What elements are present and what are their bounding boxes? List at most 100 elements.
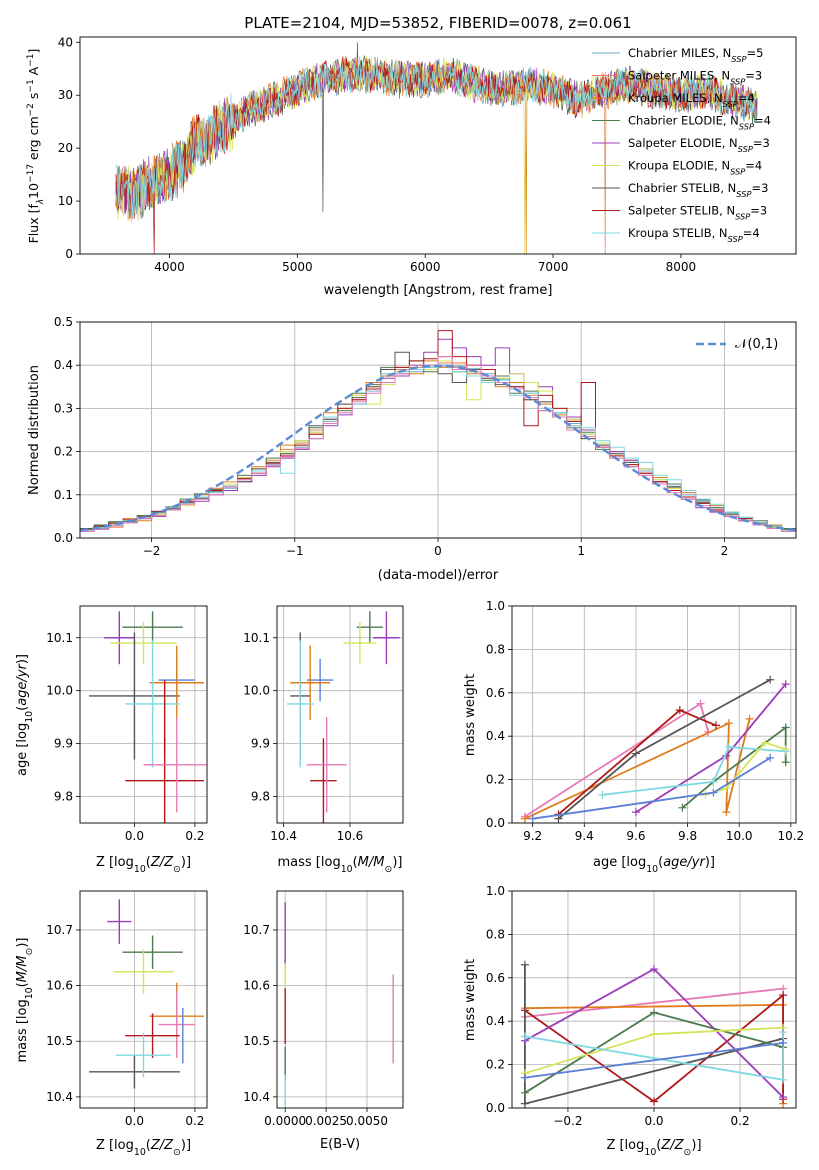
legend-label: Chabrier MILES, NSSP=5 — [628, 46, 763, 64]
axes-frame — [511, 890, 797, 1109]
y-tick-label: 10.7 — [243, 923, 270, 937]
y-tick-label: 0.0 — [486, 1101, 505, 1115]
x-axis-label-part: ( — [656, 1138, 661, 1153]
legend-label-part: =3 — [745, 69, 762, 83]
mass-weight-line-5 — [681, 725, 787, 809]
legend-label-part: SSP — [728, 234, 743, 244]
x-axis-label-part: ( — [353, 855, 358, 870]
mass-weight-marker — [779, 1093, 788, 1102]
x-axis-label-part: ⊙ — [173, 864, 181, 875]
panel-mass_vs_Z: 0.0 0.210.410.510.610.7Z [log10(Z/Z⊙)]mas… — [15, 890, 208, 1158]
y-tick-label: 9.8 — [251, 790, 270, 804]
mass-weight-marker — [520, 1073, 529, 1082]
y-tick-label: 10.4 — [46, 1090, 73, 1104]
legend-label-part: =3 — [751, 181, 768, 195]
histogram-series-9 — [80, 356, 796, 538]
x-axis-label: Z [log10(Z/Z⊙)] — [606, 1138, 701, 1158]
x-tick-label: 0.2 — [185, 1114, 204, 1128]
legend-label: Kroupa STELIB, NSSP=4 — [628, 226, 760, 244]
legend-label-part: SSP — [730, 167, 745, 177]
legend-label-part: Chabrier MILES, N — [628, 46, 731, 60]
x-axis-label-part: M/M — [358, 855, 385, 870]
mass-weight-line-0 — [524, 702, 710, 818]
spectrum-line-5 — [115, 55, 758, 254]
mass-weight-marker — [745, 714, 754, 723]
y-tick-label: 0.4 — [486, 1014, 505, 1028]
mass-weight-line-3 — [557, 679, 771, 820]
y-tick-label: 0.6 — [486, 686, 505, 700]
x-axis-label: age [log10(age/yr)] — [593, 855, 715, 875]
y-axis-label: mass weight — [463, 674, 478, 756]
y-axis-label-part: A — [26, 66, 41, 79]
x-tick-label: 0.0 — [125, 829, 144, 843]
y-tick-label: 0.0 — [486, 816, 505, 830]
y-axis-label-part: −17 — [26, 164, 36, 183]
x-axis-label-part: Z [log — [96, 855, 134, 870]
legend-label-part: SSP — [738, 144, 753, 154]
legend-label-part: Kroupa STELIB, N — [628, 226, 728, 240]
axes-frame — [79, 321, 797, 539]
x-tick-label: 8000 — [666, 260, 697, 274]
plot-area — [115, 42, 758, 254]
mass-weight-marker — [711, 721, 720, 730]
mass-weight-marker — [520, 1099, 529, 1108]
y-axis-label-part: age [log — [15, 723, 30, 776]
legend-label: Salpeter ELODIE, NSSP=3 — [628, 136, 770, 154]
legend-label-part: =5 — [746, 46, 763, 60]
y-axis-label-part: M/M — [15, 956, 30, 983]
plot-area — [89, 611, 207, 823]
y-axis-label-part: mass [log — [15, 999, 30, 1062]
y-tick-label: 10.5 — [243, 1034, 270, 1048]
x-axis-label-part: Z [log — [606, 1138, 644, 1153]
legend-label-part: Chabrier STELIB, N — [628, 181, 736, 195]
x-axis-label-part: ( — [146, 855, 151, 870]
y-tick-label: 0.2 — [486, 1058, 505, 1072]
x-axis-label-part: age [log — [593, 855, 646, 870]
x-tick-label: 0.0050 — [346, 1114, 388, 1128]
y-axis-label: mass weight — [463, 959, 478, 1041]
y-tick-label: 10.1 — [46, 631, 73, 645]
legend-label: Chabrier ELODIE, NSSP=4 — [628, 114, 771, 132]
x-axis-label-part: 10 — [646, 864, 658, 875]
x-axis-label-part: )] — [181, 855, 191, 870]
mass-weight-marker — [781, 745, 790, 754]
y-tick-label: 40 — [58, 35, 73, 49]
y-tick-label: 0.8 — [486, 642, 505, 656]
mass-weight-marker — [650, 965, 658, 974]
legend-label-part: =3 — [750, 204, 767, 218]
x-axis-label-part: )] — [691, 1138, 701, 1153]
mass-weight-line-6 — [602, 746, 786, 796]
y-axis-label: age [log10(age/yr)] — [15, 654, 35, 776]
x-axis-label-part: ⊙ — [173, 1147, 181, 1158]
panel-age_vs_mass: 10.4 10.6 9.8 9.9 10.0 10.1 mass [log10(M/M⊙)] — [243, 605, 404, 875]
x-axis-label-part: mass [log — [278, 855, 341, 870]
x-tick-label: 10.6 — [337, 829, 364, 843]
x-tick-label: 9.6 — [626, 829, 645, 843]
mass-weight-marker — [779, 991, 788, 1000]
x-axis-label-part: 10 — [341, 864, 353, 875]
mass-weight-marker — [761, 738, 770, 747]
legend-label: Kroupa ELODIE, NSSP=4 — [628, 159, 762, 177]
x-axis-label-part: Z/Z — [150, 855, 174, 870]
x-tick-label: 0.0 — [125, 1114, 144, 1128]
y-axis-label-part: )] — [15, 938, 30, 948]
legend-label-part: Salpeter ELODIE, N — [628, 136, 738, 150]
x-axis-label: wavelength [Angstrom, rest frame] — [324, 283, 553, 298]
y-tick-label: 1.0 — [486, 884, 505, 898]
mass-weight-marker — [781, 680, 790, 689]
mass-weight-marker — [598, 790, 607, 799]
x-tick-label: 0 — [434, 544, 442, 558]
y-axis-label-part: )] — [15, 654, 30, 664]
x-tick-label: 0.2 — [185, 829, 204, 843]
legend-label-part: =3 — [753, 136, 770, 150]
panel-age_vs_Z: 0.0 0.29.89.910.010.1Z [log10(Z/Z⊙)]age [… — [15, 605, 208, 875]
y-tick-label: 0.3 — [54, 401, 73, 415]
y-axis-label: mass [log10(M/M⊙)] — [15, 938, 35, 1063]
y-axis-label-part: ] — [26, 49, 41, 54]
x-axis-label-part: )] — [392, 855, 402, 870]
axes-frame — [79, 36, 797, 255]
mass-weight-marker — [631, 808, 640, 817]
x-axis-label: E(B-V) — [320, 1137, 360, 1152]
x-tick-label: 1 — [577, 544, 585, 558]
